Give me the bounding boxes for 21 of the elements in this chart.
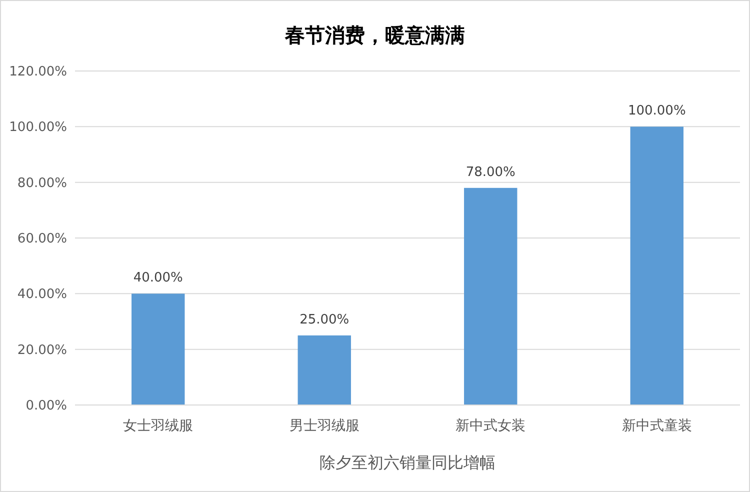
- y-tick-label: 80.00%: [17, 176, 67, 191]
- y-tick-label: 40.00%: [17, 287, 67, 302]
- bar: [464, 188, 518, 405]
- data-label: 25.00%: [300, 312, 350, 328]
- y-tick-label: 0.00%: [26, 398, 67, 414]
- y-tick-label: 20.00%: [17, 342, 67, 358]
- bar: [630, 126, 684, 405]
- bar: [132, 294, 185, 405]
- chart-title: 春节消费，暖意满满: [284, 23, 465, 47]
- data-label: 100.00%: [628, 104, 686, 119]
- data-label: 40.00%: [133, 270, 183, 286]
- y-tick-label: 100.00%: [9, 120, 67, 136]
- x-tick-label: 新中式女装: [456, 418, 526, 434]
- x-tick-label: 男士羽绒服: [289, 418, 360, 434]
- x-tick-label: 新中式童装: [622, 418, 692, 434]
- x-tick-label: 女士羽绒服: [123, 418, 194, 434]
- y-tick-label: 120.00%: [9, 64, 67, 80]
- y-tick-label: 60.00%: [17, 232, 67, 247]
- x-axis-title: 除夕至初六销量同比增幅: [320, 453, 496, 472]
- bar: [298, 335, 351, 405]
- data-label: 78.00%: [466, 164, 516, 180]
